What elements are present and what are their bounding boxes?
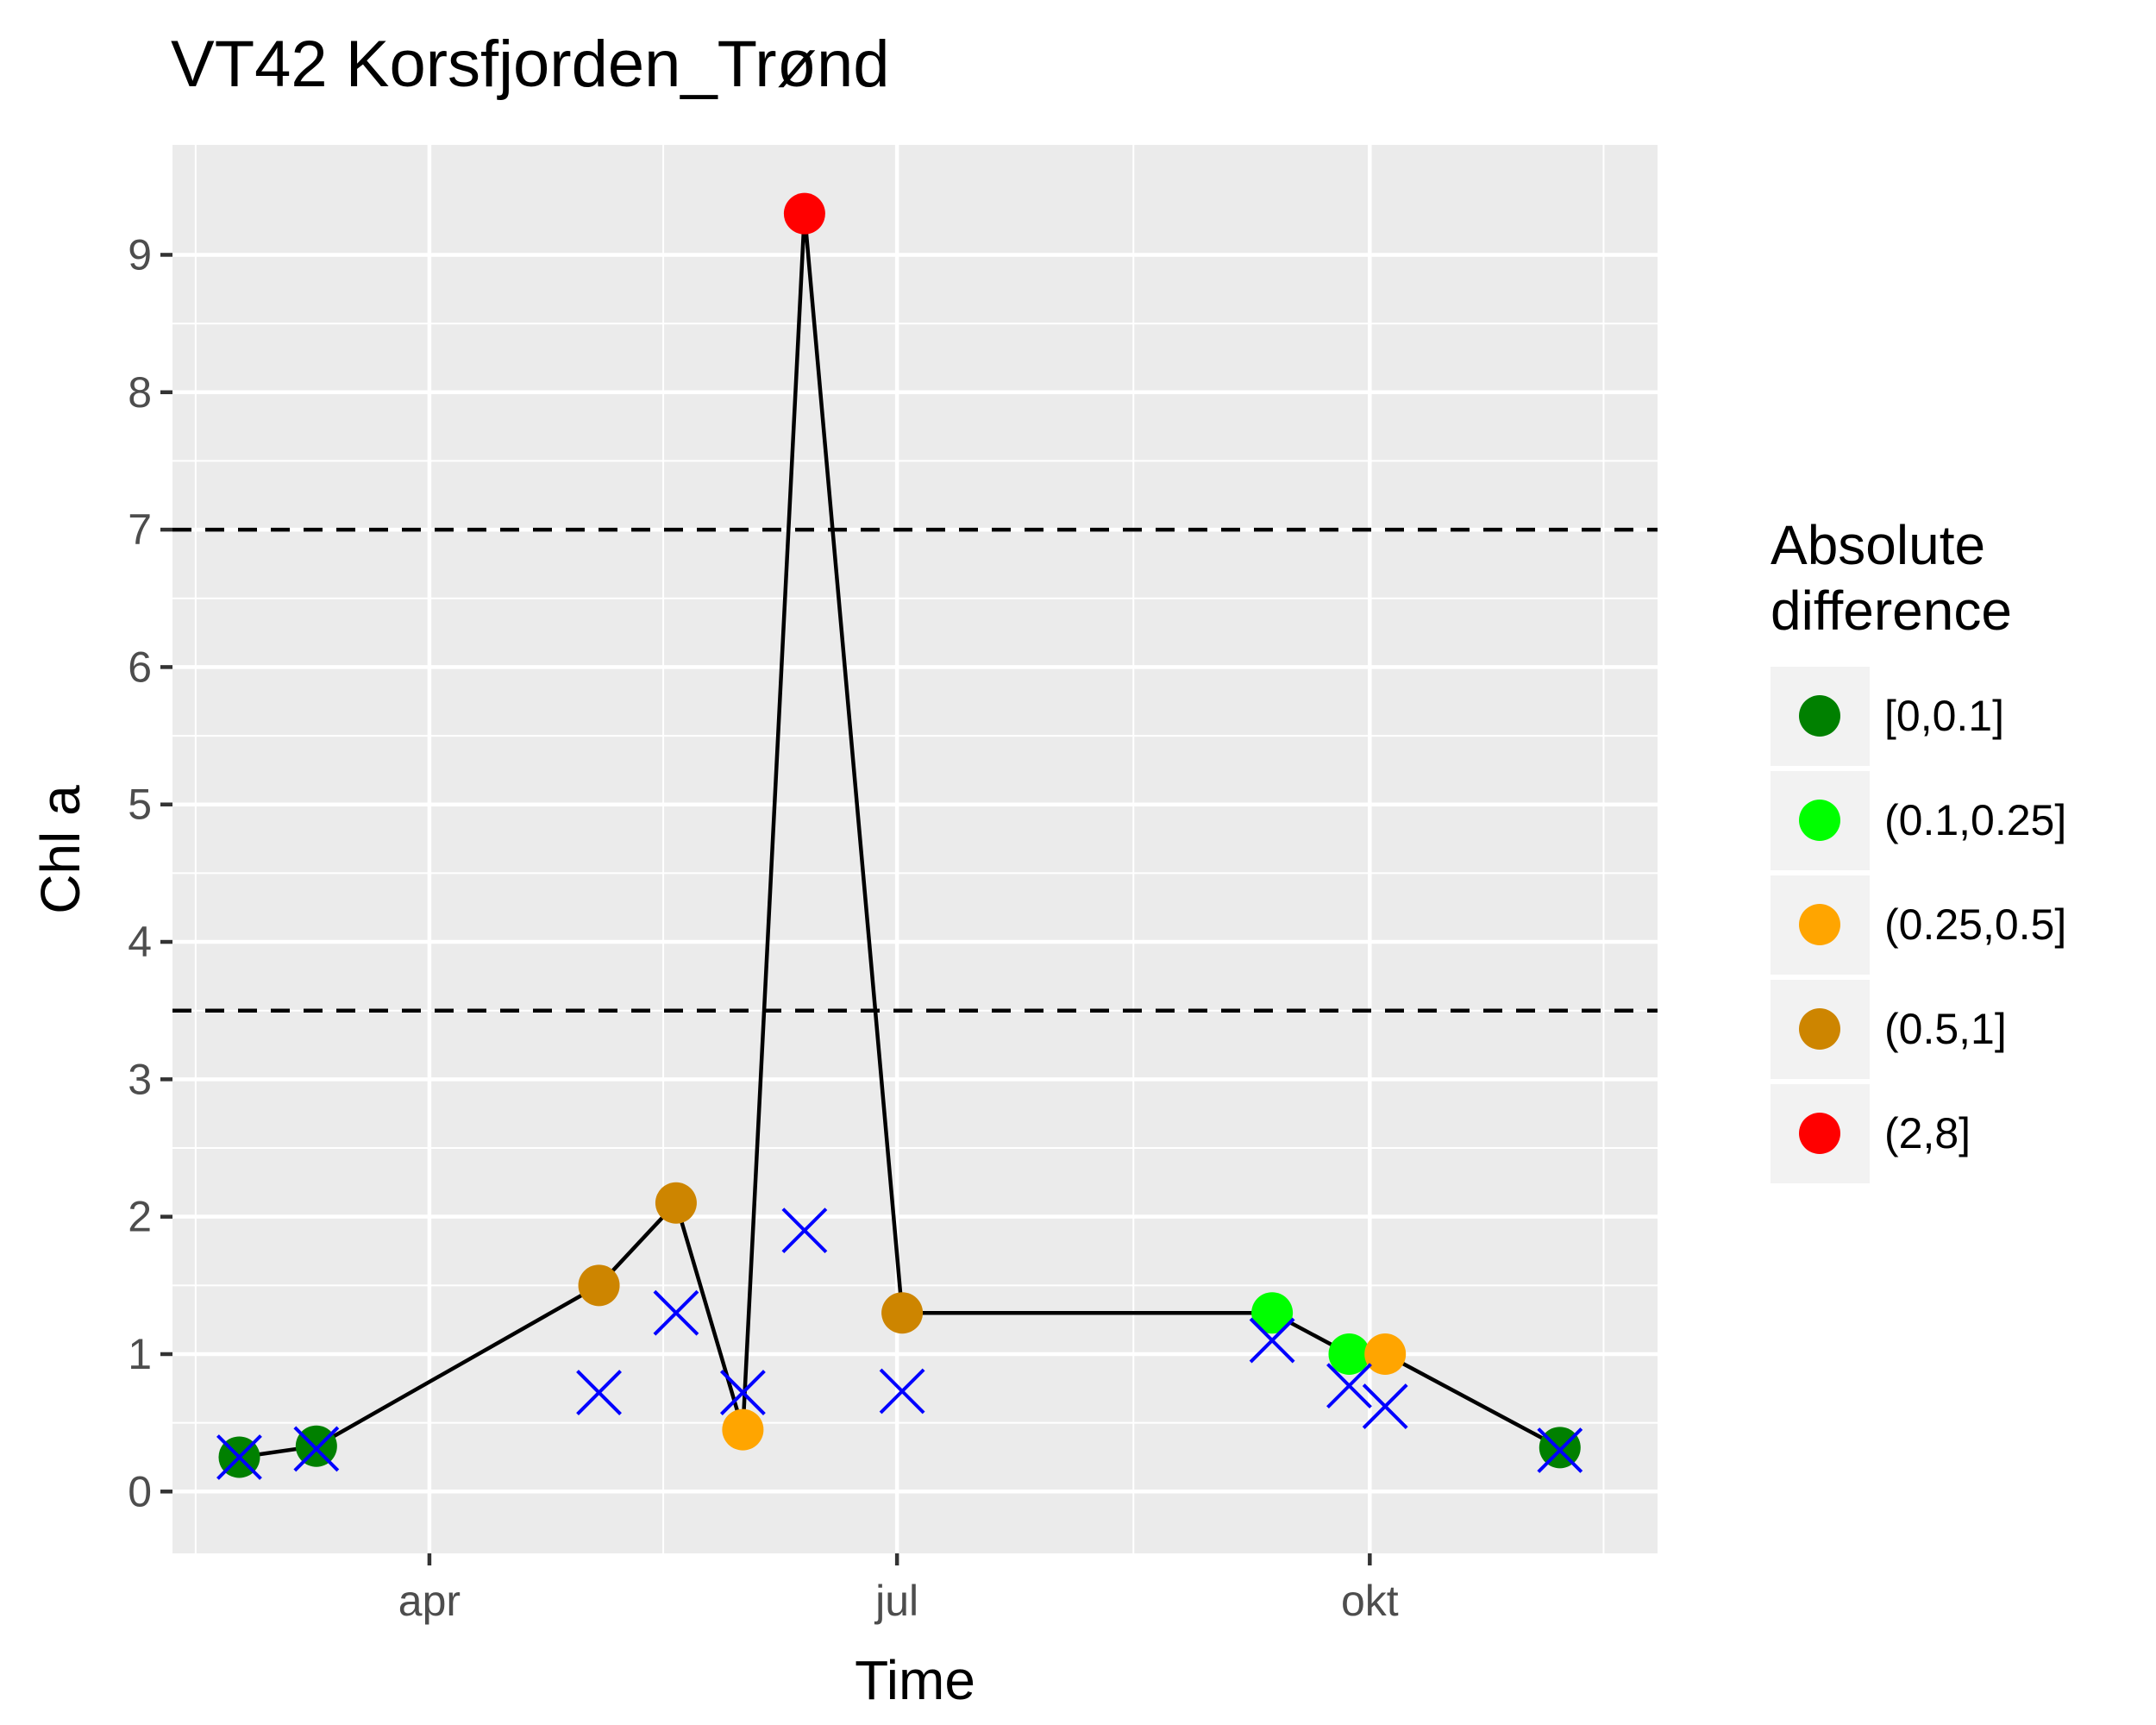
legend-label: [0,0.1] (1884, 692, 2004, 740)
x-marker (1362, 1383, 1408, 1429)
y-tick-label: 8 (128, 368, 152, 417)
reference-lines (172, 527, 1658, 1013)
legend-label: (0.5,1] (1884, 1005, 2007, 1053)
data-point (578, 1264, 620, 1307)
axes: 0 1 2 3 4 5 6 7 8 9 apr jul okt (128, 230, 1399, 1625)
chart-title: VT42 Korsfjorden_Trønd (171, 28, 890, 101)
y-tick-label: 4 (128, 918, 152, 966)
x-marker (719, 1370, 766, 1416)
plot-panel (172, 145, 1658, 1553)
x-marker (653, 1289, 699, 1336)
x-marker (879, 1368, 925, 1414)
data-point (1251, 1292, 1294, 1334)
legend-item: [0,0.1] (1771, 667, 2004, 766)
legend-label: (0.1,0.25] (1884, 796, 2066, 844)
x-marker (1249, 1317, 1295, 1364)
data-point (295, 1425, 337, 1467)
x-marker (1326, 1363, 1372, 1409)
x-marker (781, 1208, 828, 1254)
y-axis-title: Chl a (29, 785, 91, 914)
y-tick-label: 5 (128, 781, 152, 829)
x-tick-label: jul (874, 1577, 918, 1625)
x-axis-title: Time (855, 1649, 975, 1711)
legend-swatch (1799, 1113, 1840, 1154)
legend-swatch (1799, 695, 1840, 737)
legend-item: (0.5,1] (1771, 980, 2007, 1079)
data-point (655, 1182, 697, 1224)
legend-label: (2,8] (1884, 1109, 1971, 1157)
legend-title: difference (1771, 580, 2012, 642)
data-point (783, 192, 825, 235)
data-point (722, 1408, 764, 1451)
x-marker (216, 1434, 262, 1480)
data-point (1364, 1333, 1407, 1375)
y-tick-label: 2 (128, 1193, 152, 1241)
legend-title: Absolute (1771, 514, 1985, 576)
legend-item: (0.25,0.5] (1771, 875, 2066, 975)
data-point (1539, 1427, 1581, 1469)
legend-label: (0.25,0.5] (1884, 900, 2066, 949)
y-tick-label: 3 (128, 1055, 152, 1103)
grid-lines (172, 145, 1658, 1553)
y-tick-label: 6 (128, 643, 152, 691)
legend-swatch (1799, 1008, 1840, 1050)
legend-swatch (1799, 904, 1840, 945)
legend-item: (0.1,0.25] (1771, 771, 2066, 870)
x-marker (293, 1426, 340, 1472)
x-tick-label: apr (398, 1577, 461, 1625)
y-tick-label: 1 (128, 1330, 152, 1378)
data-series (216, 192, 1583, 1480)
legend-swatch (1799, 800, 1840, 841)
y-tick-label: 7 (128, 505, 152, 554)
y-tick-label: 0 (128, 1467, 152, 1515)
data-point (881, 1292, 924, 1334)
data-point (1328, 1333, 1370, 1375)
x-marker (576, 1370, 622, 1416)
legend-item: (2,8] (1771, 1084, 1971, 1183)
x-marker (1537, 1427, 1583, 1473)
x-tick-label: okt (1341, 1577, 1399, 1625)
y-tick-label: 9 (128, 230, 152, 279)
